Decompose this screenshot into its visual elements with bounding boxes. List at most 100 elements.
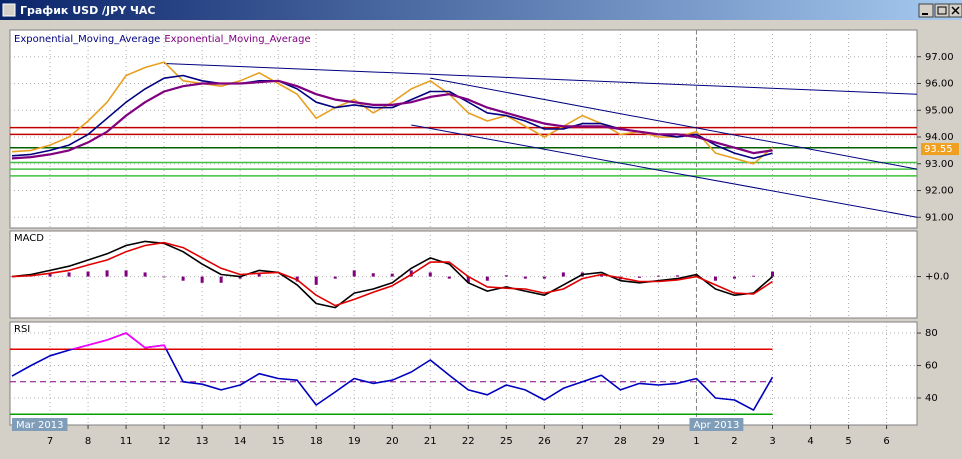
period-label-box <box>689 418 744 431</box>
y-tick-label: +0.0 <box>925 272 949 283</box>
y-tick-label: 97.00 <box>925 52 954 63</box>
last-value-label: 93.55 <box>924 144 953 155</box>
x-tick-label: 6 <box>883 436 889 447</box>
plot-area <box>10 30 917 228</box>
plot-area <box>10 231 917 318</box>
histogram-bar <box>314 276 318 285</box>
x-tick-label: 14 <box>234 436 247 447</box>
window-buttons <box>918 3 962 18</box>
histogram-bar <box>409 270 413 277</box>
histogram-bar <box>10 276 14 278</box>
last-value-box <box>921 143 959 156</box>
histogram-bar <box>219 276 223 283</box>
window-icon <box>2 3 16 17</box>
x-tick-label: 18 <box>310 436 323 447</box>
histogram-bar <box>485 276 489 281</box>
y-tick-label: 40 <box>925 393 938 404</box>
series-highlight <box>68 332 168 350</box>
histogram-bar <box>656 275 660 277</box>
trend-line <box>411 124 917 218</box>
x-tick-label: 2 <box>731 436 737 447</box>
histogram-bar <box>599 274 603 277</box>
x-tick-label: 5 <box>845 436 851 447</box>
x-tick-label: 29 <box>652 436 665 447</box>
maximize-button[interactable] <box>934 3 950 18</box>
histogram-bar <box>504 275 508 277</box>
histogram-bar <box>105 270 109 277</box>
histogram-bar <box>238 276 242 279</box>
title-bar <box>0 0 962 20</box>
x-tick-label: 22 <box>462 436 475 447</box>
histogram-bar <box>48 273 52 277</box>
x-tick-label: 26 <box>538 436 551 447</box>
x-tick-label: 12 <box>158 436 171 447</box>
y-tick-label: 80 <box>925 328 938 339</box>
period-label: Apr 2013 <box>693 420 739 431</box>
histogram-bar <box>371 273 375 277</box>
x-tick-label: 20 <box>386 436 399 447</box>
histogram-bar <box>352 270 356 277</box>
period-label: Mar 2013 <box>16 420 64 431</box>
y-tick-label: 92.00 <box>925 186 954 197</box>
trend-line <box>430 77 917 170</box>
histogram-bar <box>86 271 90 277</box>
panel <box>9 29 918 229</box>
x-tick-label: 13 <box>196 436 209 447</box>
histogram-bar <box>675 275 679 277</box>
y-tick-label: 91.00 <box>925 212 954 223</box>
trend-line <box>164 62 917 95</box>
histogram-bar <box>561 272 565 277</box>
y-tick-label: 96.00 <box>925 79 954 90</box>
panel <box>9 321 918 426</box>
panel-title: MACD <box>14 233 44 244</box>
y-tick-label: 93.00 <box>925 159 954 170</box>
histogram-bar <box>771 271 775 277</box>
histogram-bar <box>447 276 451 279</box>
histogram-bar <box>542 276 546 279</box>
y-tick-label: 95.00 <box>925 105 954 116</box>
x-tick-label: 11 <box>120 436 133 447</box>
histogram-bar <box>162 276 166 278</box>
period-label-box <box>12 418 68 431</box>
histogram-bar <box>143 272 147 277</box>
legend-entry: Exponential_Moving_Average <box>164 34 310 45</box>
x-tick-label: 7 <box>47 436 53 447</box>
x-tick-label: 8 <box>85 436 91 447</box>
histogram-bar <box>124 270 128 277</box>
maximize-icon <box>937 6 947 15</box>
x-tick-label: 27 <box>576 436 589 447</box>
histogram-bar <box>181 276 185 281</box>
histogram-bar <box>200 276 204 283</box>
histogram-bar <box>466 276 470 283</box>
histogram-bar <box>428 272 432 277</box>
histogram-bar <box>694 274 698 277</box>
histogram-bar <box>732 276 736 279</box>
x-tick-label: 21 <box>424 436 437 447</box>
y-tick-label: 94.00 <box>925 132 954 143</box>
x-tick-label: 4 <box>807 436 813 447</box>
panel <box>9 230 918 319</box>
legend-entry: Exponential_Moving_Average <box>14 34 160 45</box>
x-tick-label: 15 <box>272 436 285 447</box>
panel-title: RSI <box>14 324 30 335</box>
histogram-bar <box>67 272 71 277</box>
x-tick-label: 28 <box>614 436 627 447</box>
histogram-bar <box>333 276 337 279</box>
window-title: График USD /JPY ЧАС <box>20 4 155 17</box>
histogram-bar <box>637 276 641 278</box>
x-tick-label: 25 <box>500 436 513 447</box>
minimize-button[interactable] <box>918 3 934 18</box>
histogram-bar <box>523 276 527 279</box>
histogram-bar <box>751 275 755 277</box>
histogram-bar <box>713 276 717 281</box>
x-tick-label: 1 <box>693 436 699 447</box>
series-line <box>11 79 773 160</box>
plot-area <box>10 322 917 425</box>
histogram-bar <box>276 276 280 278</box>
y-tick-label: 60 <box>925 361 938 372</box>
histogram-bar <box>390 273 394 277</box>
x-tick-label: 19 <box>348 436 361 447</box>
close-icon <box>951 6 960 15</box>
